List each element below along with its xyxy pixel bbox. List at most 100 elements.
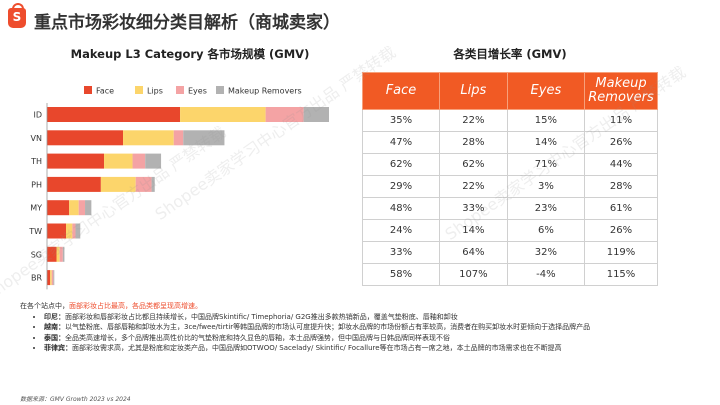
- bar-th-makeup-removers: [145, 153, 162, 169]
- header-lips: Lips: [438, 72, 508, 110]
- table-row: 35% 22% 15% 11%: [362, 109, 658, 132]
- legend-swatch-eyes: [176, 86, 184, 94]
- table-row: 58% 107% -4% 115%: [362, 263, 658, 286]
- bar-sg-eyes: [59, 246, 63, 262]
- notes-item-label: 泰国：: [44, 333, 65, 342]
- bar-ph-lips: [100, 176, 136, 192]
- table-cell: 14%: [438, 219, 508, 242]
- tick-label: MY: [30, 204, 42, 213]
- bar-tw-lips: [66, 223, 73, 239]
- tick-label: ID: [33, 111, 42, 120]
- table-cell: 32%: [506, 241, 586, 264]
- shopee-logo-icon: S: [8, 3, 26, 28]
- notes-item: 菲律宾：面部彩妆需求高，尤其是粉底和定妆类产品，中国品牌如OTWOO/ Sace…: [44, 343, 710, 354]
- table-cell: 26%: [584, 219, 658, 242]
- bar-my-makeup-removers: [85, 200, 92, 216]
- bar-my-eyes: [78, 200, 86, 216]
- table-cell: 44%: [584, 153, 658, 176]
- legend-swatch-makeup-removers: [216, 86, 224, 94]
- bar-th-face: [47, 153, 105, 169]
- legend-label: Face: [96, 87, 114, 96]
- stacked-bar-chart: Face Lips Eyes Makeup Removers ID VN TH PH MY TW S…: [28, 86, 329, 290]
- bar-id-eyes: [265, 107, 304, 122]
- table-cell: 119%: [584, 241, 658, 264]
- bar-my-face: [47, 200, 70, 216]
- notes-item-label: 菲律宾：: [44, 344, 72, 352]
- bar-ph-makeup-removers: [151, 176, 155, 192]
- table-cell: 115%: [584, 263, 658, 286]
- bar-id-makeup-removers: [303, 107, 329, 122]
- table-cell: 22%: [438, 109, 508, 132]
- tick-label: BR: [31, 274, 42, 283]
- notes-item-text: 全品类高速增长，多个品牌推出高性价比的气垫粉底和持久显色的唇釉，本土品牌强势，但…: [65, 333, 450, 342]
- bar-tw-makeup-removers: [75, 223, 81, 239]
- table-row: 24% 14% 6% 26%: [362, 219, 658, 242]
- table-cell: 28%: [584, 175, 658, 198]
- table-cell: 6%: [506, 219, 586, 242]
- table-row: 47% 28% 14% 26%: [362, 131, 658, 154]
- bar-vn-lips: [123, 130, 174, 146]
- table-cell: 64%: [438, 241, 508, 264]
- bar-vn-eyes: [173, 130, 184, 146]
- notes-item-label: 印尼：: [44, 312, 65, 321]
- table-cell: 15%: [506, 109, 586, 132]
- tick-label: TW: [28, 227, 42, 236]
- bar-ph-face: [47, 176, 101, 192]
- table-cell: 33%: [362, 241, 440, 264]
- bar-tw-eyes: [72, 223, 76, 239]
- notes-highlight: 面部彩妆占比最高，各品类都呈现高增速。: [69, 302, 202, 310]
- table-cell: 35%: [362, 109, 440, 132]
- notes-section: 在各个站点中，面部彩妆占比最高，各品类都呈现高增速。 印尼：面部彩妆和唇部彩妆占…: [20, 301, 710, 354]
- bar-id-lips: [180, 107, 266, 122]
- table-row: 29% 22% 3% 28%: [362, 175, 658, 198]
- table-cell: 61%: [584, 197, 658, 220]
- bar-id-face: [47, 107, 181, 122]
- bar-th-eyes: [132, 153, 146, 169]
- table-cell: 62%: [362, 153, 440, 176]
- table-cell: 107%: [438, 263, 508, 286]
- bar-ph-eyes: [135, 176, 152, 192]
- table-row: 62% 62% 71% 44%: [362, 153, 658, 176]
- table-cell: 22%: [438, 175, 508, 198]
- growth-rate-table: Face Lips Eyes Makeup Removers 35% 22% 15%…: [362, 72, 658, 286]
- source-note: 数据来源：GMV Growth 2023 vs 2024: [20, 396, 131, 403]
- notes-item-label: 越南：: [44, 323, 65, 331]
- legend-swatch-face: [84, 86, 92, 94]
- table-cell: 24%: [362, 219, 440, 242]
- notes-item: 泰国：全品类高速增长，多个品牌推出高性价比的气垫粉底和持久显色的唇釉，本土品牌强…: [44, 333, 710, 344]
- bar-br-lips: [50, 270, 52, 286]
- table-row: 48% 33% 23% 61%: [362, 197, 658, 220]
- bar-br-makeup-removers: [53, 270, 55, 286]
- notes-item-text: 以气垫粉底、唇部唇釉和卸妆水为主，3ce/fwee/tirtir等韩国品牌的市场…: [65, 323, 591, 331]
- bar-my-lips: [69, 200, 79, 216]
- bar-tw-face: [47, 223, 67, 239]
- table-cell: 33%: [438, 197, 508, 220]
- tick-label: VN: [31, 134, 42, 143]
- table-cell: 71%: [506, 153, 586, 176]
- table-cell: 28%: [438, 131, 508, 154]
- table-header-row: Face Lips Eyes Makeup Removers: [362, 72, 658, 110]
- tick-label: PH: [31, 180, 42, 189]
- legend-label: Eyes: [188, 87, 207, 96]
- table-row: 33% 64% 32% 119%: [362, 241, 658, 264]
- table-cell: 23%: [506, 197, 586, 220]
- table-cell: 29%: [362, 175, 440, 198]
- notes-item-text: 面部彩妆和唇部彩妆占比都且持续增长，中国品牌Skintific/ Timepho…: [65, 312, 458, 321]
- header-makeup-removers: Makeup Removers: [584, 72, 658, 110]
- bar-sg-makeup-removers: [62, 246, 65, 262]
- legend-swatch-lips: [135, 86, 143, 94]
- notes-item-text: 面部彩妆需求高，尤其是粉底和定妆类产品，中国品牌如OTWOO/ Sacelady…: [72, 344, 562, 352]
- table-cell: 47%: [362, 131, 440, 154]
- table-title: 各类目增长率 (GMV): [453, 47, 567, 61]
- table-cell: 11%: [584, 109, 658, 132]
- legend-label: Lips: [147, 87, 163, 96]
- table-cell: 3%: [506, 175, 586, 198]
- table-cell: 14%: [506, 131, 586, 154]
- notes-list: 印尼：面部彩妆和唇部彩妆占比都且持续增长，中国品牌Skintific/ Time…: [20, 312, 710, 354]
- header-face: Face: [362, 72, 440, 110]
- notes-item: 印尼：面部彩妆和唇部彩妆占比都且持续增长，中国品牌Skintific/ Time…: [44, 312, 710, 323]
- table-cell: -4%: [506, 263, 586, 286]
- table-cell: 62%: [438, 153, 508, 176]
- bar-th-lips: [104, 153, 133, 169]
- table-cell: 26%: [584, 131, 658, 154]
